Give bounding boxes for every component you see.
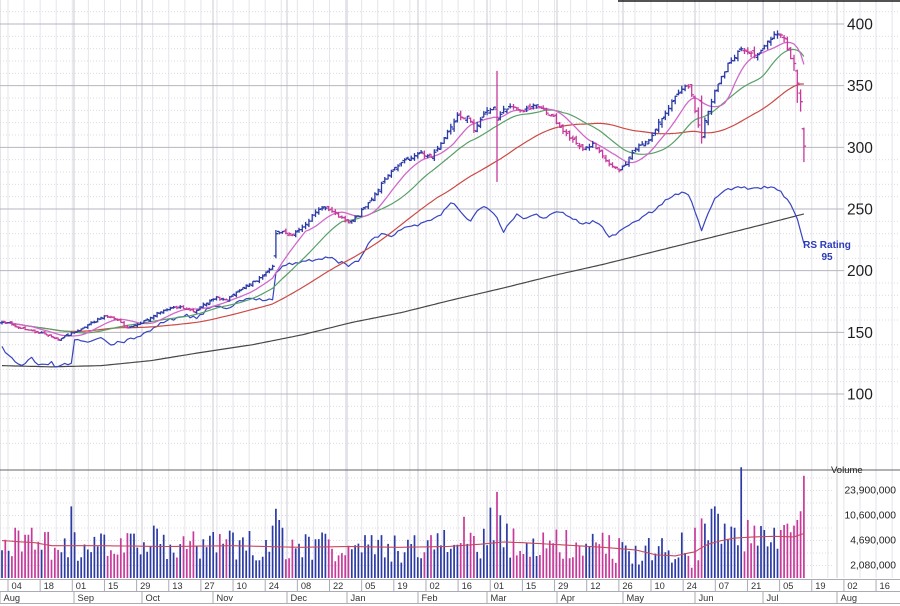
day-tick-label: 15 bbox=[526, 581, 536, 591]
volume-axis-title: Volume bbox=[831, 465, 863, 476]
day-tick-label: 26 bbox=[622, 581, 632, 591]
day-tick-label: 01 bbox=[76, 581, 86, 591]
day-tick-label: 16 bbox=[880, 581, 890, 591]
month-tick-label: Dec bbox=[291, 593, 308, 603]
day-tick-label: 21 bbox=[751, 581, 761, 591]
month-tick-label: Aug bbox=[841, 593, 858, 603]
month-tick-label: Mar bbox=[491, 593, 507, 603]
price-tick-label: 350 bbox=[847, 78, 873, 95]
month-tick-label: Feb bbox=[422, 593, 438, 603]
month-tick-label: Jul bbox=[767, 593, 779, 603]
day-tick-label: 15 bbox=[108, 581, 118, 591]
rs-rating-value: 95 bbox=[821, 252, 833, 263]
day-tick-label: 10 bbox=[237, 581, 247, 591]
volume-tick-label: 2,080,000 bbox=[850, 561, 896, 572]
average-volume-line bbox=[1, 532, 805, 557]
volume-bars bbox=[1, 467, 805, 578]
day-tick-label: 22 bbox=[333, 581, 343, 591]
down-day-volume bbox=[4, 475, 805, 578]
price-tick-label: 400 bbox=[847, 17, 873, 34]
price-tick-label: 100 bbox=[847, 386, 873, 403]
price-bars bbox=[0, 30, 807, 342]
day-tick-label: 19 bbox=[815, 581, 825, 591]
day-tick-label: 24 bbox=[269, 581, 279, 591]
volume-tick-label: 23,900,000 bbox=[844, 486, 896, 497]
up-day-bars bbox=[0, 30, 780, 342]
day-tick-label: 29 bbox=[140, 581, 150, 591]
day-tick-label: 04 bbox=[12, 581, 22, 591]
month-tick-label: Sep bbox=[78, 593, 95, 603]
month-tick-label: Nov bbox=[217, 593, 234, 603]
day-tick-label: 19 bbox=[397, 581, 407, 591]
grid-lines bbox=[0, 0, 900, 578]
volume-axis-labels: 23,900,000 10,600,000 4,690,000 2,080,000 bbox=[844, 486, 896, 572]
rs-rating-annotation: RS Rating 95 bbox=[802, 240, 852, 264]
day-tick-label: 16 bbox=[462, 581, 472, 591]
month-tick-label: Aug bbox=[4, 593, 21, 603]
rs-line bbox=[1, 185, 805, 368]
moving-average-lines bbox=[1, 41, 805, 368]
day-tick-label: 10 bbox=[655, 581, 665, 591]
day-tick-label: 29 bbox=[558, 581, 568, 591]
day-tick-label: 12 bbox=[590, 581, 600, 591]
price-tick-label: 300 bbox=[847, 140, 873, 157]
day-tick-label: 02 bbox=[847, 581, 857, 591]
rs-rating-text: RS Rating bbox=[803, 240, 851, 251]
month-tick-label: Jan bbox=[351, 593, 366, 603]
month-tick-label: Apr bbox=[561, 593, 575, 603]
down-day-bars bbox=[3, 33, 807, 341]
ma-10-day bbox=[1, 41, 805, 337]
day-tick-label: 05 bbox=[365, 581, 375, 591]
day-tick-label: 13 bbox=[172, 581, 182, 591]
month-tick-label: Oct bbox=[146, 593, 161, 603]
up-day-volume bbox=[1, 467, 779, 578]
volume-tick-label: 4,690,000 bbox=[850, 536, 896, 547]
date-axis: 04 18 01 15 29 13 27 10 24 08 22 05 19 02 16 01 15 29 12 26… bbox=[0, 579, 900, 604]
price-tick-label: 150 bbox=[847, 325, 873, 342]
day-tick-label: 01 bbox=[494, 581, 504, 591]
day-tick-label: 24 bbox=[687, 581, 697, 591]
ma-21-day bbox=[1, 48, 805, 334]
day-tick-label: 27 bbox=[204, 581, 214, 591]
month-tick-label: Jun bbox=[699, 593, 714, 603]
day-tick-label: 05 bbox=[783, 581, 793, 591]
price-tick-label: 200 bbox=[847, 263, 873, 280]
day-tick-label: 02 bbox=[429, 581, 439, 591]
ma-200-day bbox=[1, 213, 805, 368]
month-tick-label: May bbox=[627, 593, 645, 603]
volume-tick-label: 10,600,000 bbox=[844, 510, 896, 521]
day-tick-label: 07 bbox=[719, 581, 729, 591]
price-tick-label: 250 bbox=[847, 201, 873, 218]
day-tick-label: 18 bbox=[44, 581, 54, 591]
ma-50-day bbox=[1, 83, 804, 332]
day-tick-label: 08 bbox=[301, 581, 311, 591]
price-axis-labels: 400 350 300 250 200 150 100 bbox=[847, 17, 873, 404]
